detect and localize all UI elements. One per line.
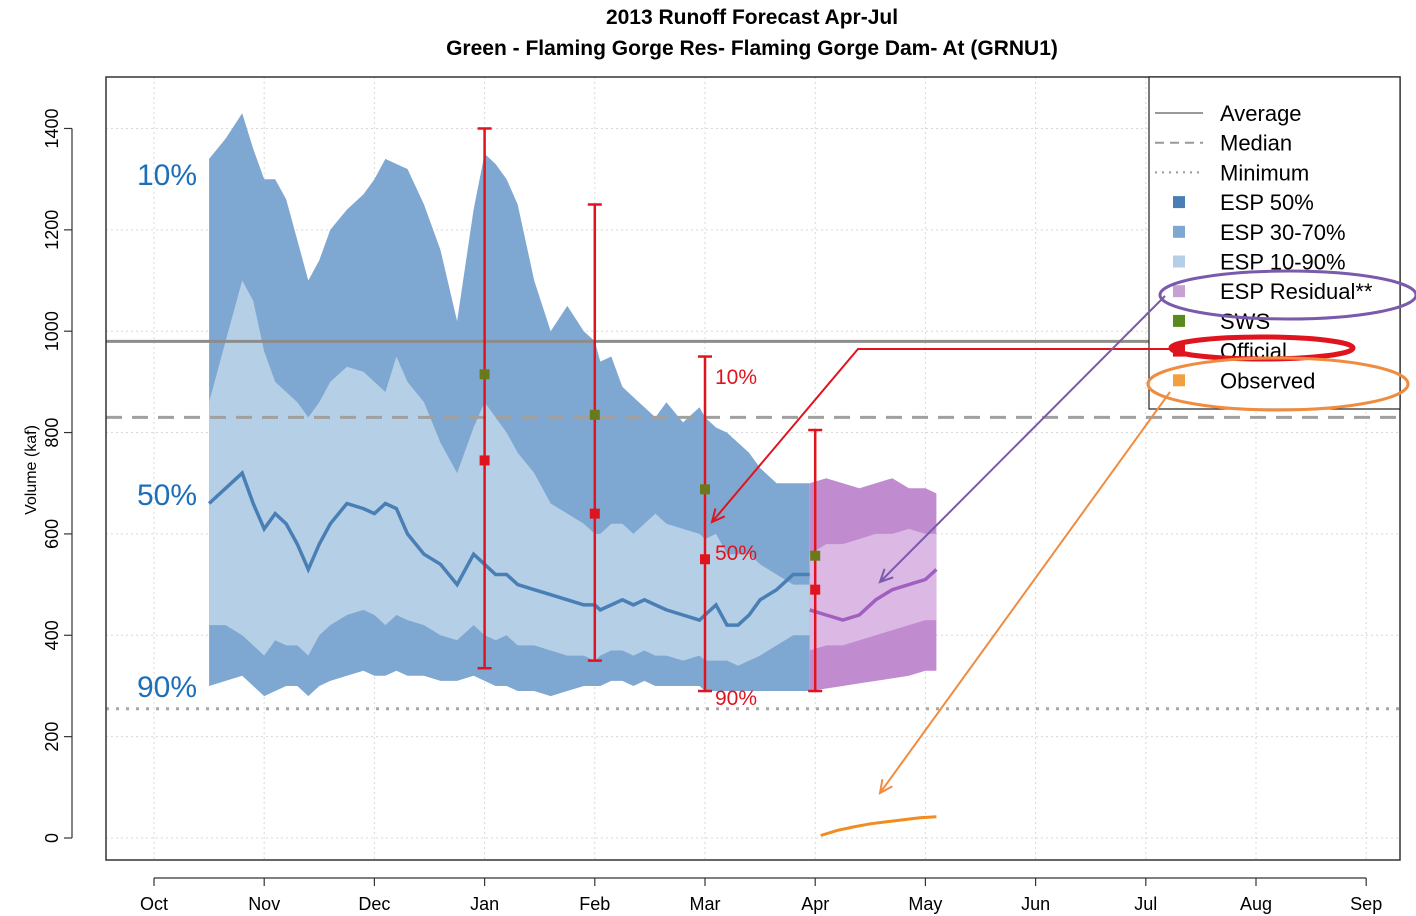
official-p50-marker: [589, 508, 600, 519]
y-tick-label: 800: [42, 418, 62, 448]
x-tick-label: Oct: [140, 894, 168, 914]
official-arrow-head: [710, 508, 726, 524]
x-tick-label: Jan: [470, 894, 499, 914]
chart-subtitle: Green - Flaming Gorge Res- Flaming Gorge…: [446, 37, 1058, 60]
observed-arrow-head: [878, 779, 893, 795]
y-tick-label: 1400: [42, 108, 62, 148]
label-10pct-red: 10%: [715, 366, 757, 389]
x-tick-label: Apr: [801, 894, 829, 914]
official-arrow: [711, 348, 1170, 523]
axes: 0 200 400 600 800 1000 1200 1400 Oct Nov Dec Jan Feb…: [42, 76, 1401, 914]
official-p50-marker: [700, 554, 710, 565]
esp-bands: [209, 113, 937, 697]
legend-label: ESP 30-70%: [1220, 220, 1346, 245]
esp-band-30-70: [209, 280, 810, 666]
sws-marker: [810, 550, 821, 561]
x-tick-label: Jul: [1134, 894, 1157, 914]
chart-title: 2013 Runoff Forecast Apr-Jul: [606, 6, 898, 29]
x-tick-label: Mar: [690, 894, 721, 914]
label-90pct-red: 90%: [715, 687, 757, 710]
legend-label: Observed: [1220, 368, 1315, 393]
x-tick-label: Nov: [248, 894, 280, 914]
x-tick-label: Sep: [1350, 894, 1382, 914]
annotations: 10% 50% 90% 10% 50% 90%: [137, 159, 1416, 795]
legend-swatch-square: [1173, 374, 1185, 387]
observed-arrow: [879, 391, 1171, 794]
official-p50-marker: [810, 584, 821, 595]
y-tick-label: 200: [42, 722, 62, 752]
legend-label: ESP 50%: [1220, 190, 1314, 215]
residual-arrow: [879, 295, 1166, 583]
legend-label: Average: [1220, 101, 1302, 126]
legend-label: Median: [1220, 131, 1292, 156]
residual-highlight-ellipse: [1158, 269, 1416, 321]
y-tick-label: 1200: [42, 210, 62, 250]
residual-50-line: [809, 568, 938, 622]
legend-label: SWS: [1220, 309, 1270, 334]
official-p50-marker: [479, 455, 490, 466]
x-tick-label: Dec: [358, 894, 390, 914]
observed-line: [820, 815, 937, 837]
legend-swatch-square: [1173, 285, 1185, 298]
esp-50-line: [207, 470, 810, 627]
legend-swatch-square: [1173, 196, 1185, 209]
legend-swatch-square: [1173, 314, 1185, 327]
esp-median-lines: [207, 470, 938, 837]
y-tick-label: 0: [42, 833, 62, 843]
y-tick-label: 600: [42, 519, 62, 549]
x-tick-label: Jun: [1021, 894, 1050, 914]
plot-frame: [105, 76, 1401, 861]
observed-highlight-ellipse: [1146, 356, 1410, 412]
label-50pct-red: 50%: [715, 542, 757, 565]
official-forecasts: [477, 127, 823, 693]
sws-marker: [700, 484, 710, 495]
sws-marker: [589, 409, 600, 420]
y-axis-label: Volume (kaf): [23, 425, 40, 515]
legend-label: ESP Residual**: [1220, 279, 1373, 304]
label-10pct-blue: 10%: [137, 159, 197, 192]
legend-swatch-square: [1173, 225, 1185, 238]
sws-marker: [479, 369, 490, 380]
x-tick-label: Feb: [579, 894, 610, 914]
y-tick-label: 1000: [42, 311, 62, 351]
y-tick-label: 400: [42, 620, 62, 650]
label-90pct-blue: 90%: [137, 671, 197, 704]
legend-label: Minimum: [1220, 160, 1309, 185]
label-50pct-blue: 50%: [137, 479, 197, 512]
x-tick-label: May: [908, 894, 942, 914]
legend-swatch-square: [1173, 255, 1185, 268]
x-tick-label: Aug: [1240, 894, 1272, 914]
residual-arrow-head: [878, 568, 894, 584]
